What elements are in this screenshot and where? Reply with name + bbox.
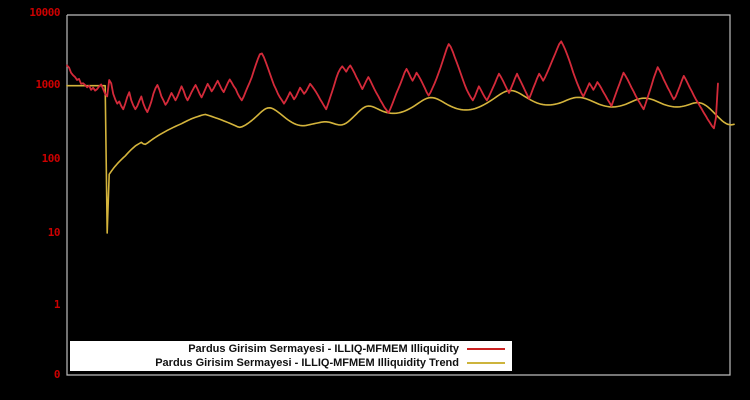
series-line-illiquidity xyxy=(66,40,719,130)
y-tick-label-10000: 10000 xyxy=(29,6,60,19)
plot-axis-frame xyxy=(66,14,731,376)
series-line-trend xyxy=(66,84,735,234)
legend-label-illiquidity: Pardus Girisim Sermayesi - ILLIQ-MFMEM I… xyxy=(188,343,459,355)
legend-swatch-illiquidity-trend xyxy=(467,362,505,364)
series-layer xyxy=(66,40,735,234)
y-tick-label-10: 10 xyxy=(47,226,61,239)
y-tick-label-1: 1 xyxy=(53,298,61,311)
y-tick-label-0: 0 xyxy=(53,368,61,381)
legend-entry-illiquidity-trend: Pardus Girisim Sermayesi - ILLIQ-MFMEM I… xyxy=(71,356,511,370)
chart-legend: Pardus Girisim Sermayesi - ILLIQ-MFMEM I… xyxy=(70,341,512,371)
y-tick-label-100: 100 xyxy=(41,152,61,165)
legend-entry-illiquidity: Pardus Girisim Sermayesi - ILLIQ-MFMEM I… xyxy=(71,342,511,356)
y-tick-label-1000: 1000 xyxy=(35,78,61,91)
legend-label-illiquidity-trend: Pardus Girisim Sermayesi - ILLIQ-MFMEM I… xyxy=(155,357,459,369)
legend-swatch-illiquidity xyxy=(467,348,505,350)
